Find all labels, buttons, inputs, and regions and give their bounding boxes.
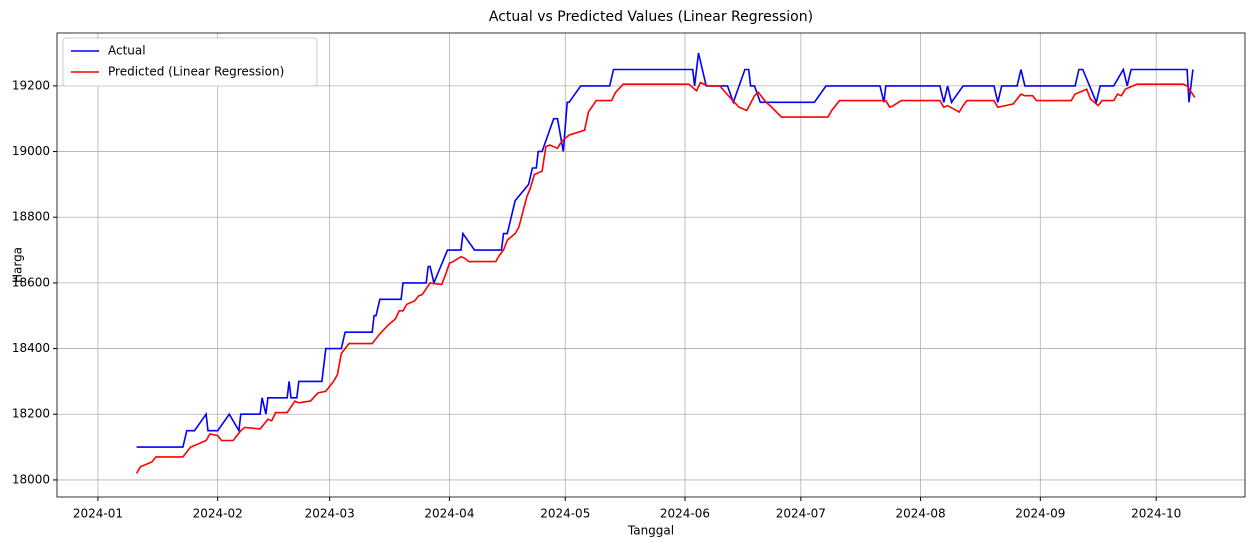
y-tick-label: 18000 <box>12 472 50 486</box>
x-tick-label: 2024-08 <box>896 507 946 521</box>
legend: Actual Predicted (Linear Regression) <box>62 37 318 87</box>
legend-label: Actual <box>108 44 146 58</box>
x-tick-label: 2024-05 <box>540 507 590 521</box>
x-tick-label: 2024-09 <box>1015 507 1065 521</box>
x-tick-label: 2024-06 <box>660 507 710 521</box>
legend-box <box>62 37 318 87</box>
y-tick-label: 18600 <box>12 275 50 289</box>
x-tick-label: 2024-10 <box>1131 507 1181 521</box>
x-tick-label: 2024-04 <box>424 507 474 521</box>
y-tick-label: 18200 <box>12 407 50 421</box>
x-tick-label: 2024-02 <box>193 507 243 521</box>
y-axis-label: Harga <box>11 247 25 283</box>
data-line <box>136 52 1194 448</box>
x-tick-label: 2024-03 <box>305 507 355 521</box>
plot-frame <box>56 32 1246 498</box>
chart-title: Actual vs Predicted Values (Linear Regre… <box>489 9 813 25</box>
x-tick-label: 2024-01 <box>73 507 123 521</box>
y-tick-label: 18800 <box>12 210 50 224</box>
x-axis-label: Tanggal <box>627 524 674 538</box>
x-tick-label: 2024-07 <box>776 507 826 521</box>
y-tick-label: 18400 <box>12 341 50 355</box>
legend-label: Predicted (Linear Regression) <box>108 65 284 79</box>
y-tick-label: 19200 <box>12 78 50 92</box>
y-tick-label: 19000 <box>12 144 50 158</box>
data-line <box>135 81 1196 474</box>
